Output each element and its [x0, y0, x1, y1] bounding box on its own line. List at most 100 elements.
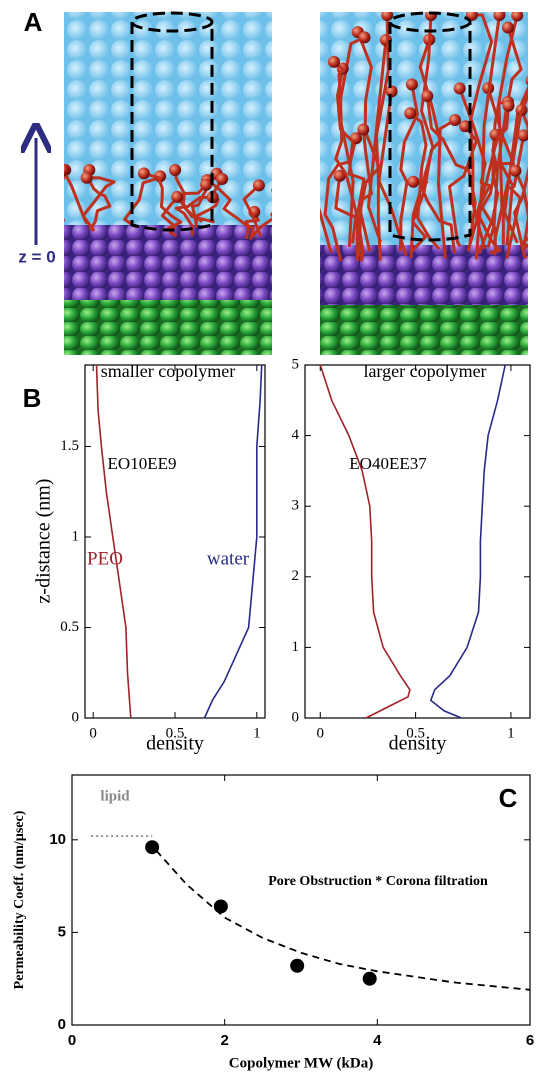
polymer-chain	[206, 178, 255, 237]
series-label: water	[207, 548, 250, 569]
polymer-chain	[458, 87, 497, 256]
y-tick-label: 0	[72, 709, 80, 725]
polymer-chain	[377, 91, 408, 257]
y-tick-label: 5	[58, 923, 66, 940]
polymer-end	[64, 164, 70, 176]
polymer-end	[405, 78, 418, 91]
x-tick-label: 6	[526, 1032, 534, 1049]
polymer-end	[509, 164, 522, 177]
cylinder-body	[130, 22, 214, 232]
x-tick-label: 0	[68, 1032, 76, 1049]
polymer-end	[421, 90, 434, 102]
polymer-chain	[244, 211, 260, 240]
polymer-end	[511, 12, 524, 22]
caption: smaller copolymer	[101, 361, 235, 381]
y-axis-label: z-distance (nm)	[33, 479, 55, 604]
polymer-end	[517, 129, 528, 142]
y-tick-label: 10	[49, 831, 66, 848]
x-tick-label: 2	[220, 1032, 228, 1049]
panel-label: C	[499, 783, 518, 813]
polymer-end	[333, 169, 346, 182]
y-tick-label: 1	[292, 639, 300, 655]
polymer-end	[381, 12, 394, 21]
polymer-end	[80, 171, 93, 184]
polymer-chain	[413, 180, 457, 254]
polymer-end	[154, 170, 167, 183]
x-axis-label: density	[146, 733, 204, 755]
polymer-chain	[409, 112, 441, 251]
simulation-snapshot	[64, 12, 272, 355]
cylinder-body	[388, 22, 472, 242]
polymer-end	[216, 173, 229, 185]
series-line	[95, 364, 132, 719]
polymer-chain	[522, 200, 528, 246]
polymer-chain	[374, 14, 390, 261]
annotation: Pore Obstruction * Corona filtration	[268, 874, 488, 889]
caption: larger copolymer	[363, 361, 486, 381]
polymer-end	[502, 99, 515, 112]
polymer-end	[171, 190, 184, 203]
y-axis-label: Permeability Coeff. (nm/µsec)	[12, 810, 27, 989]
y-tick-label: 1	[72, 528, 80, 544]
polymer-chain	[425, 95, 477, 245]
x-tick-label: 0	[89, 725, 97, 741]
polymer-chain	[175, 196, 215, 224]
series-label: lipid	[100, 788, 130, 804]
polymer-end	[459, 120, 472, 133]
data-point	[362, 971, 377, 986]
series-line	[319, 364, 411, 719]
y-tick-label: 0	[58, 1016, 66, 1033]
polymer-end	[449, 114, 461, 126]
x-tick-label: 1	[253, 725, 261, 741]
polymer-end	[252, 179, 265, 192]
annotation: EO10EE9	[108, 454, 177, 473]
polymer-chain	[448, 125, 478, 248]
y-tick-label: 4	[292, 427, 300, 443]
polymer-chain	[242, 184, 263, 237]
polymer-chain	[475, 105, 510, 255]
polymer-end	[169, 164, 182, 176]
plot-frame	[304, 364, 531, 719]
polymer-chain	[501, 91, 528, 245]
data-point	[213, 899, 228, 914]
polymer-end	[280, 78, 292, 90]
polymer-end	[385, 85, 398, 98]
y-tick-label: 0	[292, 709, 300, 725]
polymer-end	[425, 12, 437, 21]
x-tick-label: 0.5	[406, 725, 425, 741]
series-line	[203, 364, 263, 719]
x-tick-label: 4	[373, 1032, 382, 1049]
polymer-chain	[160, 183, 208, 238]
polymer-end	[200, 178, 213, 191]
x-tick-label: 1	[507, 725, 515, 741]
polymer-end	[502, 21, 514, 34]
polymer-end	[358, 31, 371, 44]
polymer-end	[328, 55, 340, 68]
y-tick-label: 0.5	[60, 619, 79, 635]
lipid-tails	[64, 300, 272, 355]
simulation-snapshot	[280, 12, 528, 355]
lipid-headgroups	[64, 225, 272, 305]
data-point	[290, 958, 305, 973]
y-tick-label: 2	[292, 568, 300, 584]
plot-frame	[84, 364, 266, 719]
panel-label: B	[23, 383, 42, 413]
polymer-chain	[174, 195, 213, 236]
polymer-chain	[514, 170, 528, 251]
polymer-chain	[513, 109, 528, 260]
series-line	[429, 364, 506, 719]
plot-frame	[71, 774, 531, 1026]
polymer-end	[493, 12, 506, 21]
polymer-end	[525, 75, 528, 86]
polymer-chain	[248, 187, 272, 241]
panel-label: A	[24, 7, 43, 37]
polymer-end	[357, 123, 370, 136]
z-zero-label: z = 0	[18, 247, 55, 266]
polymer-chain	[336, 68, 366, 262]
polymer-chain	[409, 14, 435, 259]
lipid-tails	[320, 305, 528, 355]
x-tick-label: 0	[317, 725, 325, 741]
pore-cylinder	[130, 11, 472, 242]
